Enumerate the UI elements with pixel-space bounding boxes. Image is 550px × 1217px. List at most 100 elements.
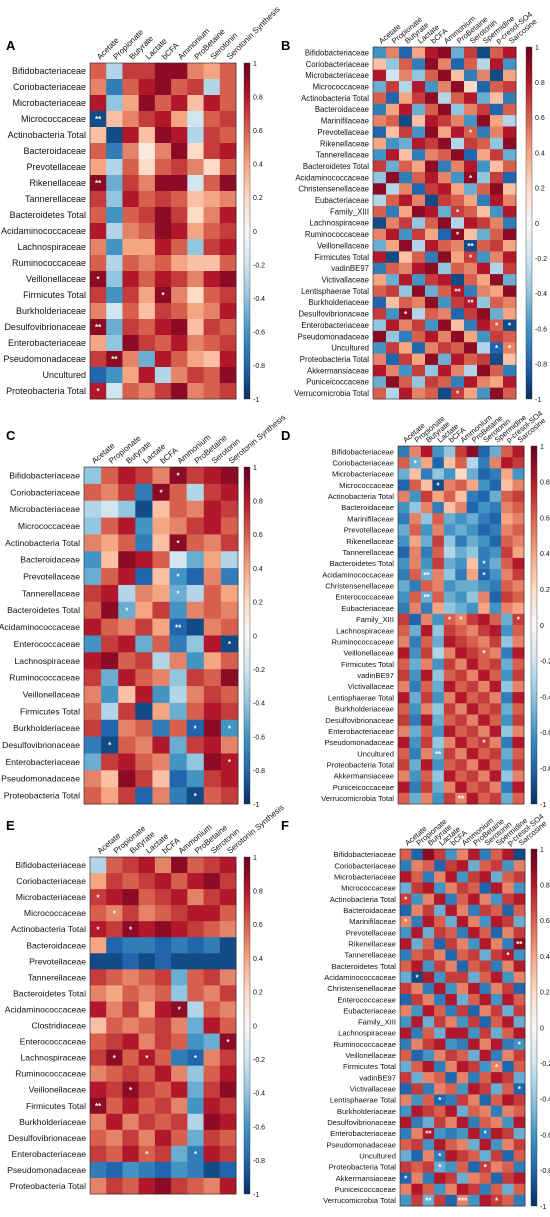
heatmap-cell-a [171, 239, 188, 256]
heatmap-cell-a [203, 367, 221, 384]
heatmap-cell-e [122, 953, 140, 970]
heatmap-cell-d [398, 613, 410, 626]
heatmap-cell-f [502, 1194, 515, 1207]
significance-mark-c: * [228, 724, 232, 733]
heatmap-cell-d [432, 725, 445, 738]
heatmap-cell-f [490, 849, 503, 861]
heatmap-cell-e [219, 1129, 237, 1147]
heatmap-cell-f [400, 1194, 412, 1207]
heatmap-cell-f [468, 971, 480, 984]
heatmap-cell-d [455, 792, 468, 805]
colorbar-tick-f: -1 [540, 1204, 546, 1211]
heatmap-cell-d [432, 613, 445, 626]
heatmap-cell-b [386, 137, 400, 150]
heatmap-cell-c [203, 702, 222, 721]
row-label-a: Enterobacteriaceae [8, 338, 86, 348]
heatmap-cell-b [490, 115, 504, 127]
heatmap-cell-e [171, 889, 188, 906]
heatmap-cell-a [122, 79, 140, 96]
heatmap-cell-e [106, 1113, 123, 1131]
heatmap-cell-b [451, 137, 465, 150]
heatmap-cell-b [425, 103, 439, 116]
heatmap-cell-b [451, 228, 465, 241]
heatmap-cell-f [502, 1116, 515, 1129]
heatmap-cell-d [409, 524, 422, 536]
heatmap-cell-b [490, 376, 504, 389]
heatmap-cell-c [118, 753, 136, 771]
heatmap-cell-b [399, 103, 413, 116]
heatmap-cell-c [118, 534, 136, 552]
heatmap-cell-b [490, 319, 504, 332]
heatmap-cell-f [468, 860, 480, 872]
heatmap-cell-c [84, 736, 102, 754]
row-label-d: Actinobacteria Total [328, 492, 394, 501]
row-label-b: Akkermansiaceae [307, 366, 369, 375]
heatmap-cell-f [445, 1094, 458, 1106]
heatmap-cell-f [490, 1049, 503, 1062]
heatmap-cell-a [90, 287, 107, 304]
heatmap-cell-e [106, 921, 123, 938]
heatmap-cell-d [501, 557, 513, 570]
heatmap-cell-a [219, 351, 237, 368]
row-label-f: Firmicutes Total [343, 1062, 396, 1071]
heatmap-cell-f [411, 1072, 424, 1084]
row-label-a: Prevotellaceae [26, 162, 86, 172]
heatmap-cell-e [203, 985, 221, 1002]
colorbar-tick-c: -1 [253, 802, 259, 809]
heatmap-cell-f [445, 1038, 458, 1051]
heatmap-cell-b [503, 126, 517, 139]
heatmap-cell-f [456, 949, 469, 961]
heatmap-cell-a [106, 351, 123, 368]
heatmap-cell-f [513, 1038, 526, 1051]
heatmap-cell-a [187, 159, 204, 176]
heatmap-cell-c [203, 736, 222, 754]
heatmap-cell-c [135, 702, 153, 721]
heatmap-cell-b [464, 330, 478, 343]
heatmap-cell-d [489, 501, 502, 514]
row-label-f: Lentisphaerae Total [330, 1096, 396, 1105]
heatmap-cell-d [489, 602, 502, 615]
heatmap-cell-c [135, 635, 153, 653]
colorbar-tick-a: 1 [253, 61, 257, 68]
heatmap-cell-f [479, 1038, 492, 1051]
heatmap-cell-e [106, 1033, 123, 1050]
heatmap-cell-c [152, 702, 170, 721]
heatmap-cell-b [477, 251, 491, 264]
heatmap-cell-c [203, 534, 222, 552]
heatmap-cell-b [399, 387, 413, 400]
heatmap-cell-f [411, 1060, 424, 1073]
heatmap-cell-e [219, 969, 237, 986]
heatmap-cell-c [84, 534, 102, 552]
row-label-e: Coriobacteriaceae [16, 876, 86, 886]
heatmap-cell-d [409, 468, 422, 480]
heatmap-frame-d [397, 445, 525, 805]
heatmap-cell-f [445, 1005, 458, 1017]
panel-a: ABifidobacteriaceaeCoriobacteriaceaeMicr… [1, 5, 282, 404]
heatmap-cell-f [479, 971, 492, 984]
heatmap-cell-b [464, 228, 478, 241]
heatmap-cell-e [106, 1145, 123, 1163]
heatmap-cell-b [477, 137, 491, 150]
heatmap-cell-f [479, 915, 492, 928]
heatmap-cell-c [220, 669, 239, 687]
row-label-f: vadinBE97 [359, 1073, 396, 1082]
heatmap-cell-a [171, 335, 188, 352]
heatmap-cell-b [451, 342, 465, 354]
heatmap-cell-c [84, 652, 102, 670]
heatmap-cell-e [154, 1113, 172, 1131]
heatmap-cell-b [477, 205, 491, 218]
heatmap-cell-d [478, 759, 491, 771]
row-label-a: Desulfovibrionaceae [4, 322, 86, 332]
heatmap-cell-b [451, 171, 465, 184]
heatmap-cell-b [399, 319, 413, 332]
row-label-a: Uncultured [42, 370, 86, 380]
row-label-e: Bacteroidetes Total [13, 988, 86, 998]
heatmap-cell-f [468, 1127, 480, 1140]
heatmap-cell-a [154, 111, 172, 128]
heatmap-cell-f [422, 960, 435, 973]
heatmap-cell-d [443, 669, 456, 682]
heatmap-cell-e [106, 905, 123, 922]
heatmap-cell-d [398, 658, 410, 671]
colorbar-f [530, 848, 538, 1207]
heatmap-cell-e [106, 1177, 123, 1195]
